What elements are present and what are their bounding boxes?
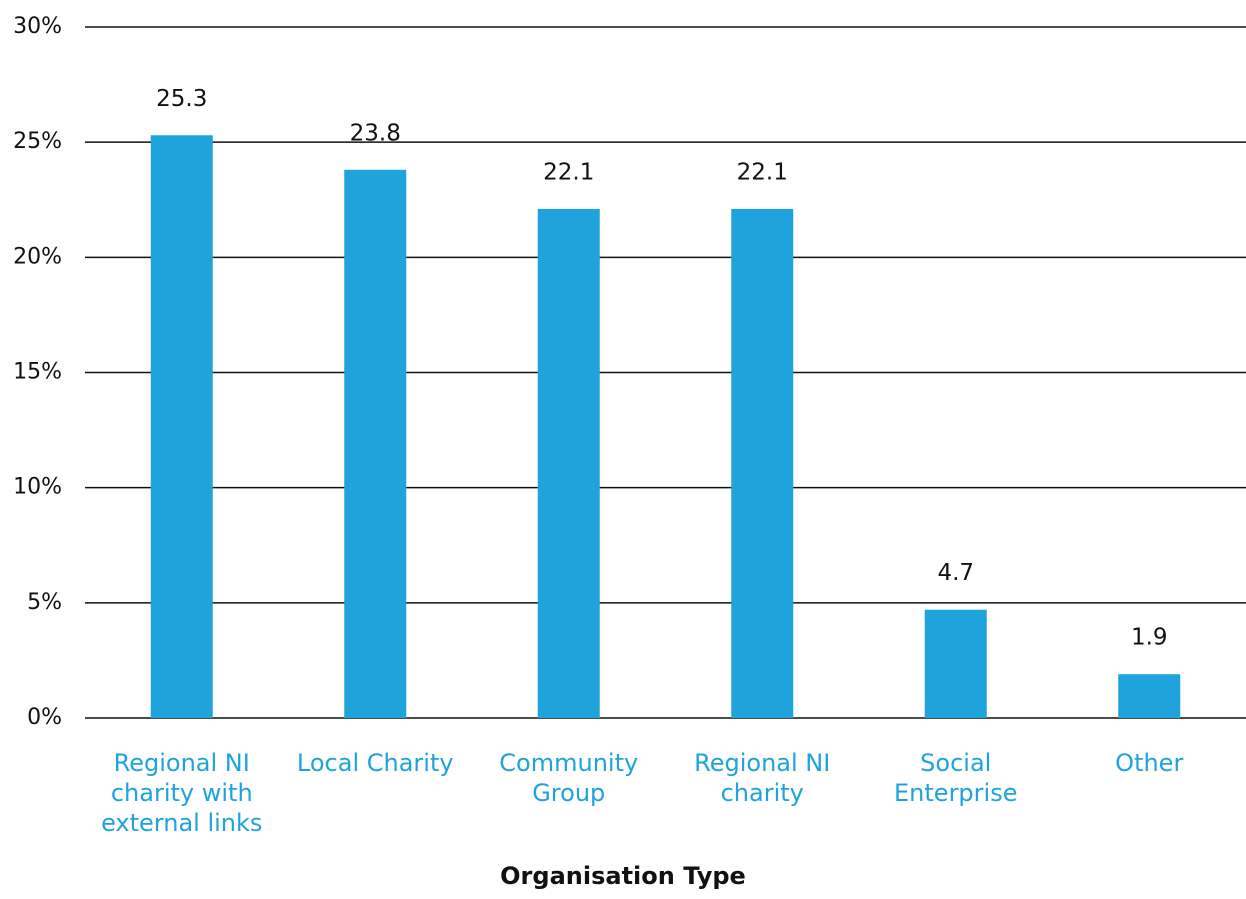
y-tick-label: 15% [13,360,62,385]
bar [1118,674,1181,718]
data-label: 23.8 [350,120,401,146]
bar [150,135,213,719]
data-label: 1.9 [1131,625,1168,651]
x-tick-label: Social Enterprise [894,749,1018,807]
x-tick-label: Regional NI charity [694,749,831,807]
data-label: 4.7 [937,560,974,586]
data-label: 22.1 [543,159,594,185]
y-tick-label: 20% [13,244,62,269]
data-label: 25.3 [156,86,207,112]
y-tick-label: 10% [13,475,62,500]
y-tick-label: 0% [27,705,62,730]
bar [537,208,600,719]
y-tick-label: 5% [27,590,62,615]
x-tick-label: Regional NI charity with external links [101,749,263,837]
y-tick-label: 25% [13,129,62,154]
x-tick-label: Local Charity [296,749,454,777]
x-axis-title: Organisation Type [500,862,746,890]
bar [731,208,794,719]
bar [344,169,407,719]
x-tick-label: Other [1115,749,1184,777]
data-label: 22.1 [737,159,788,185]
y-tick-label: 30% [13,14,62,39]
x-tick-label: Community Group [499,749,639,807]
bar [924,609,987,718]
